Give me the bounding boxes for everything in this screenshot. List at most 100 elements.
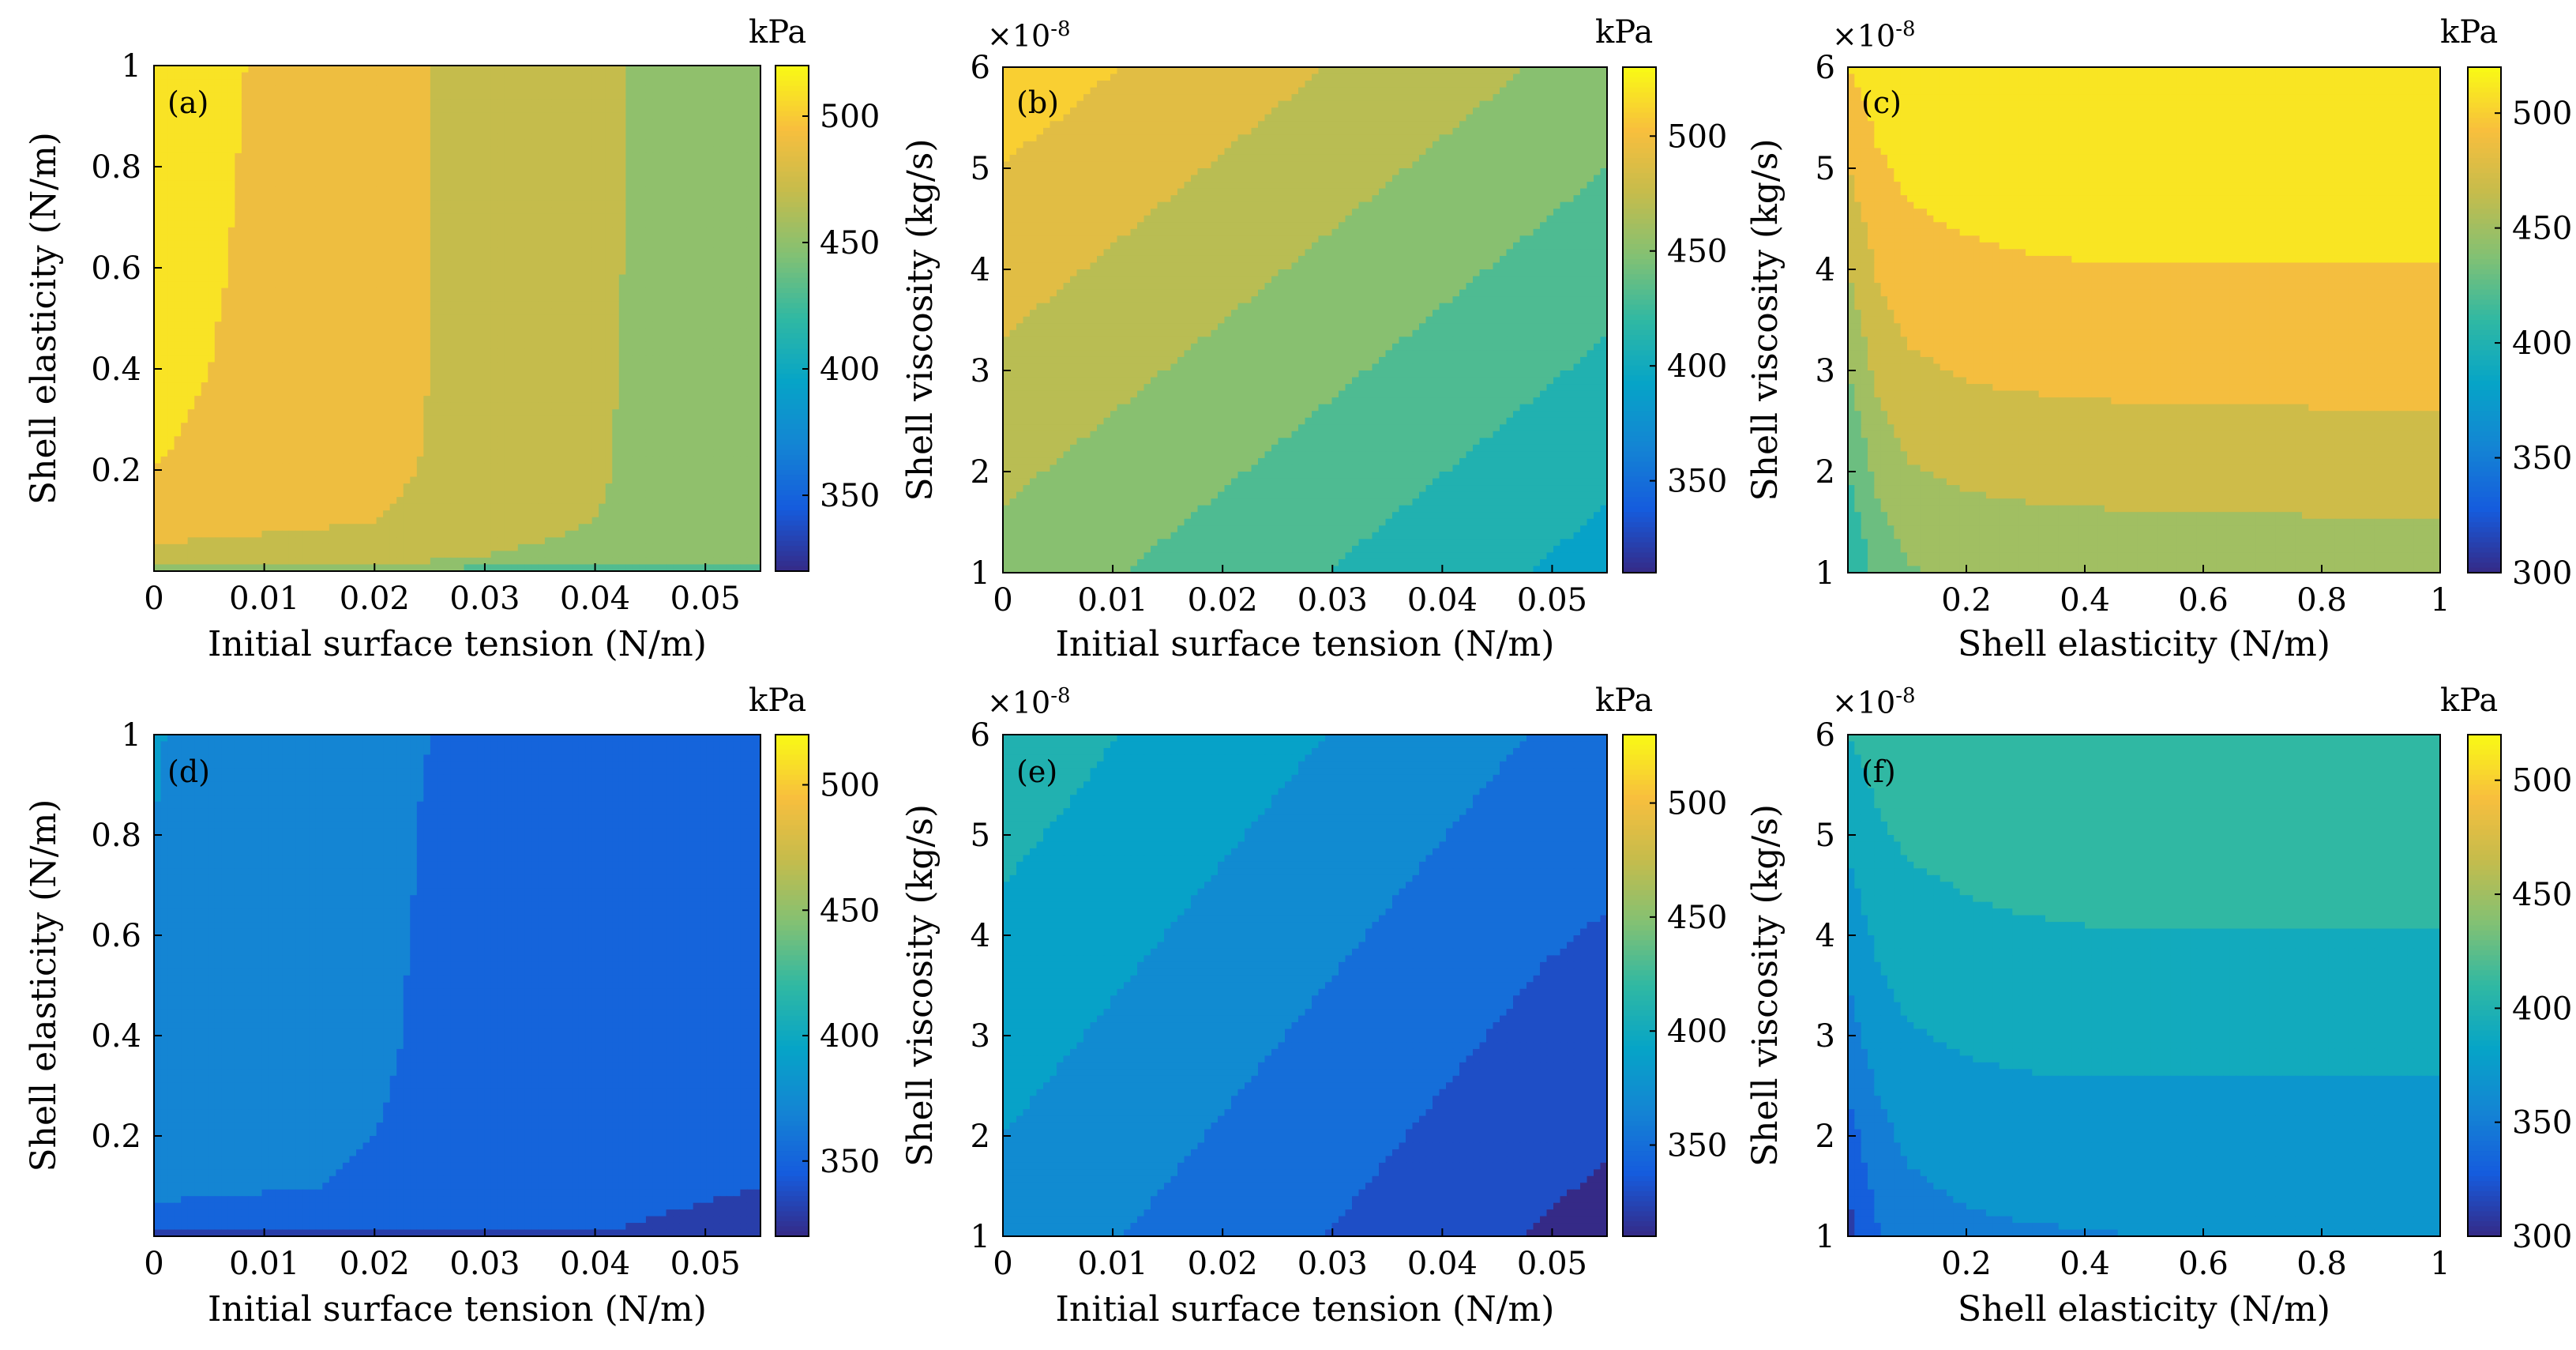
heatmap-cell	[154, 200, 162, 208]
heatmap-cell	[471, 254, 479, 262]
heatmap-cell	[174, 180, 182, 188]
heatmap-cell	[719, 79, 727, 87]
heatmap-cell	[652, 328, 660, 336]
heatmap-cell	[544, 133, 553, 141]
heatmap-cell	[490, 126, 498, 133]
heatmap-cell	[511, 268, 519, 276]
heatmap-cell	[208, 416, 216, 423]
heatmap-cell	[362, 369, 370, 377]
heatmap-cell	[531, 85, 539, 93]
heatmap-cell	[416, 389, 424, 397]
heatmap-cell	[652, 139, 660, 147]
heatmap-cell	[679, 281, 687, 289]
heatmap-cell	[154, 416, 162, 423]
heatmap-cell	[329, 119, 336, 127]
heatmap-cell	[302, 139, 310, 147]
heatmap-cell	[437, 240, 445, 248]
heatmap-cell	[174, 240, 182, 248]
heatmap-cell	[673, 274, 681, 282]
heatmap-cell	[612, 146, 620, 154]
heatmap-cell	[329, 207, 336, 215]
heatmap-cell	[565, 227, 573, 235]
heatmap-cell	[746, 160, 755, 167]
heatmap-cell	[356, 341, 364, 349]
heatmap-cell	[376, 369, 384, 377]
heatmap-cell	[578, 389, 586, 397]
heatmap-cell	[618, 261, 626, 269]
heatmap-cell	[572, 99, 580, 107]
heatmap-cell	[154, 355, 162, 363]
heatmap-cell	[423, 99, 431, 107]
heatmap-cell	[227, 119, 235, 127]
heatmap-cell	[423, 369, 431, 377]
heatmap-cell	[403, 207, 411, 215]
heatmap-cell	[686, 308, 694, 316]
heatmap-cell	[544, 389, 553, 397]
heatmap-cell	[315, 261, 323, 269]
heatmap-cell	[309, 362, 317, 370]
heatmap-cell	[241, 335, 250, 343]
heatmap-cell	[423, 240, 431, 248]
heatmap-cell	[241, 112, 250, 120]
heatmap-cell	[227, 389, 235, 397]
heatmap-cell	[282, 207, 290, 215]
heatmap-cell	[282, 146, 290, 154]
heatmap-cell	[410, 66, 418, 73]
heatmap-cell	[652, 281, 660, 289]
heatmap-cell	[208, 152, 216, 161]
heatmap-cell	[490, 213, 498, 221]
heatmap-cell	[349, 240, 357, 248]
heatmap-cell	[201, 240, 208, 248]
heatmap-cell	[227, 382, 235, 390]
heatmap-cell	[477, 348, 485, 356]
heatmap-cell	[167, 254, 175, 262]
heatmap-cell	[154, 348, 162, 356]
heatmap-cell	[362, 79, 370, 87]
heatmap-cell	[329, 281, 336, 289]
heatmap-cell	[362, 234, 370, 242]
heatmap-cell	[295, 382, 303, 390]
heatmap-cell	[457, 66, 465, 73]
heatmap-cell	[524, 85, 532, 93]
heatmap-cell	[227, 375, 235, 383]
heatmap-cell	[477, 126, 485, 133]
heatmap-cell	[727, 382, 734, 390]
heatmap-cell	[645, 112, 654, 120]
heatmap-cell	[396, 213, 404, 221]
heatmap-cell	[471, 416, 479, 423]
heatmap-cell	[618, 423, 626, 431]
heatmap-cell	[370, 369, 377, 377]
heatmap-cell	[490, 341, 498, 349]
heatmap-cell	[719, 268, 727, 276]
heatmap-cell	[673, 207, 681, 215]
heatmap-cell	[302, 240, 310, 248]
heatmap-cell	[167, 362, 175, 370]
heatmap-cell	[403, 112, 411, 120]
heatmap-cell	[477, 152, 485, 161]
heatmap-cell	[315, 409, 323, 417]
heatmap-cell	[666, 234, 674, 242]
heatmap-cell	[551, 261, 559, 269]
heatmap-cell	[612, 234, 620, 242]
heatmap-cell	[666, 375, 674, 383]
heatmap-cell	[396, 396, 404, 404]
heatmap-cell	[187, 429, 195, 437]
heatmap-cell	[275, 416, 283, 423]
heatmap-cell	[383, 79, 391, 87]
heatmap-cell	[329, 160, 336, 167]
heatmap-cell	[282, 186, 290, 194]
heatmap-cell	[235, 106, 242, 114]
heatmap-cell	[187, 281, 195, 289]
heatmap-cell	[295, 355, 303, 363]
heatmap-cell	[437, 194, 445, 201]
heatmap-cell	[605, 402, 613, 410]
heatmap-cell	[551, 355, 559, 363]
heatmap-cell	[181, 200, 189, 208]
heatmap-cell	[693, 341, 700, 349]
heatmap-cell	[336, 133, 344, 141]
heatmap-cell	[396, 126, 404, 133]
heatmap-cell	[524, 268, 532, 276]
heatmap-cell	[572, 328, 580, 336]
heatmap-cell	[309, 66, 317, 73]
heatmap-cell	[187, 234, 195, 242]
